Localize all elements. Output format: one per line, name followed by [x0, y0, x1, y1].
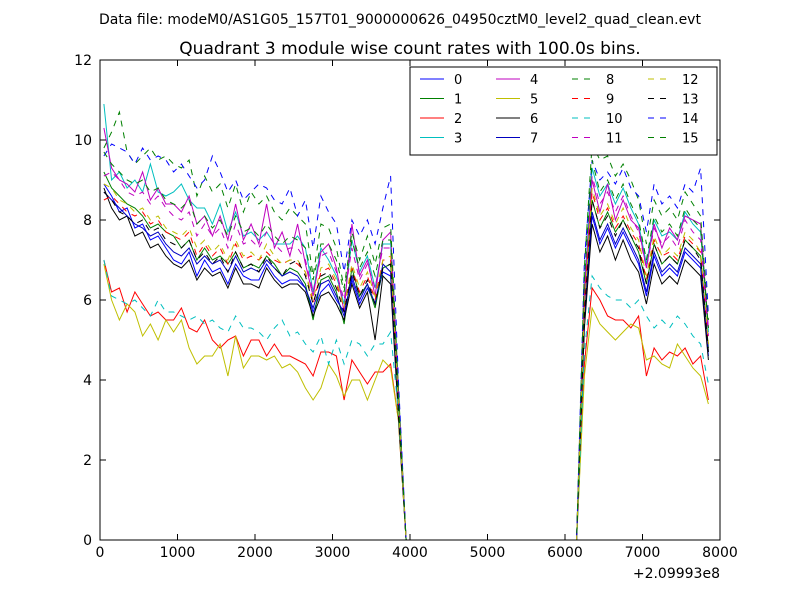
legend-label-9: 9 [606, 93, 614, 108]
series-5-line [103, 263, 709, 540]
series-8-line [103, 110, 709, 540]
series-6-line [103, 187, 709, 540]
x-tick-label: 5000 [470, 545, 506, 561]
x-tick-label: 8000 [702, 545, 738, 561]
series-15-line [103, 151, 709, 540]
legend-label-11: 11 [606, 132, 623, 147]
series-3-line [103, 103, 709, 540]
series-2-line [103, 259, 709, 540]
y-tick-label: 8 [83, 213, 92, 229]
series-4-line [103, 127, 709, 540]
legend-label-12: 12 [682, 73, 699, 88]
series-1-line [103, 171, 709, 540]
y-tick-label: 4 [83, 373, 92, 389]
y-tick-label: 12 [74, 53, 92, 69]
x-tick-label: 1000 [160, 545, 196, 561]
x-tick-label: 3000 [315, 545, 351, 561]
y-tick-label: 2 [83, 453, 92, 469]
series-12-line [103, 183, 709, 540]
x-tick-label: 4000 [392, 545, 428, 561]
x-tick-label: 7000 [625, 545, 661, 561]
legend-label-4: 4 [530, 73, 538, 88]
legend-label-7: 7 [530, 132, 538, 147]
data-file-header: Data file: modeM0/AS1G05_157T01_90000006… [99, 12, 701, 28]
series-layer [103, 103, 709, 540]
legend-label-6: 6 [530, 112, 538, 127]
y-tick-label: 0 [83, 533, 92, 549]
series-9-line [103, 191, 709, 540]
legend-label-2: 2 [454, 112, 462, 127]
legend-label-1: 1 [454, 93, 462, 108]
legend-label-8: 8 [606, 73, 614, 88]
series-14-line [103, 143, 709, 540]
x-tick-label: 2000 [237, 545, 273, 561]
series-10-line [103, 259, 709, 540]
x-tick-label: 0 [96, 545, 105, 561]
legend-label-10: 10 [606, 112, 623, 127]
y-tick-label: 6 [83, 293, 92, 309]
x-offset-label: +2.09993e8 [633, 566, 720, 582]
legend-label-0: 0 [454, 73, 462, 88]
ticks-layer: 0 1000 2000 3000 4000 5000 6000 7000 80000246810… [74, 53, 738, 561]
legend-label-14: 14 [682, 112, 699, 127]
series-11-line [103, 171, 709, 540]
series-13-line [103, 191, 709, 540]
chart-title: Quadrant 3 module wise count rates with … [179, 39, 640, 59]
legend-label-3: 3 [454, 132, 462, 147]
legend-box [409, 66, 718, 156]
series-7-line [103, 191, 709, 540]
series-0-line [103, 183, 709, 540]
y-tick-label: 10 [74, 133, 92, 149]
legend-label-5: 5 [530, 93, 538, 108]
legend-label-15: 15 [682, 132, 699, 147]
x-tick-label: 6000 [547, 545, 583, 561]
legend-label-13: 13 [682, 93, 699, 108]
